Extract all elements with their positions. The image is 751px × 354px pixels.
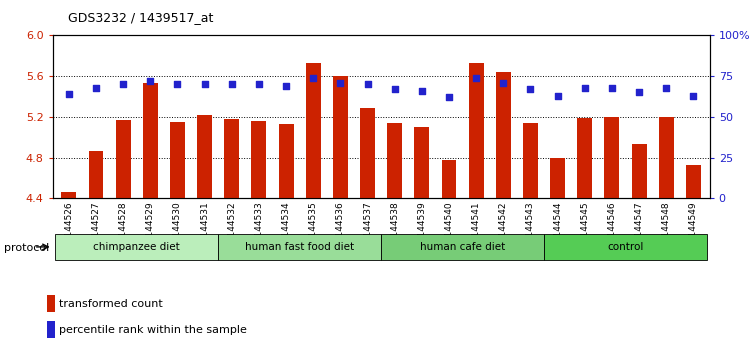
Bar	[62, 192, 77, 198]
Point	[226, 81, 238, 87]
Bar	[89, 152, 104, 198]
Point	[687, 93, 699, 98]
Point	[606, 85, 618, 90]
Point	[90, 85, 102, 90]
Bar	[496, 72, 511, 198]
Bar	[116, 120, 131, 198]
Point	[144, 78, 156, 84]
Point	[280, 83, 292, 89]
Bar	[388, 123, 403, 198]
Bar	[333, 76, 348, 198]
Text: human cafe diet: human cafe diet	[420, 242, 505, 252]
Point	[307, 75, 319, 81]
Bar	[360, 108, 375, 198]
Point	[443, 95, 455, 100]
Bar	[198, 115, 212, 198]
Bar	[225, 119, 240, 198]
Bar	[659, 117, 674, 198]
Bar	[442, 160, 457, 198]
Bar	[523, 123, 538, 198]
Point	[63, 91, 75, 97]
Point	[470, 75, 482, 81]
Point	[552, 93, 564, 98]
Bar	[170, 122, 185, 198]
Point	[416, 88, 428, 93]
FancyBboxPatch shape	[219, 234, 381, 260]
Point	[389, 86, 401, 92]
Bar	[415, 127, 430, 198]
Bar	[47, 295, 56, 312]
Bar	[47, 321, 56, 338]
Text: human fast food diet: human fast food diet	[245, 242, 354, 252]
Bar	[605, 117, 620, 198]
Bar	[306, 63, 321, 198]
Text: protocol: protocol	[4, 243, 49, 253]
Point	[334, 80, 346, 85]
Bar	[143, 83, 158, 198]
Bar	[252, 121, 267, 198]
Text: GDS3232 / 1439517_at: GDS3232 / 1439517_at	[68, 11, 213, 24]
Text: transformed count: transformed count	[59, 298, 163, 309]
FancyBboxPatch shape	[56, 234, 219, 260]
Point	[198, 81, 210, 87]
FancyBboxPatch shape	[381, 234, 544, 260]
Point	[361, 81, 373, 87]
Point	[171, 81, 183, 87]
Bar	[686, 165, 701, 198]
Point	[117, 81, 129, 87]
Point	[660, 85, 672, 90]
Bar	[550, 158, 565, 198]
Point	[253, 81, 265, 87]
Point	[497, 80, 509, 85]
Bar	[469, 63, 484, 198]
Text: control: control	[608, 242, 644, 252]
Bar	[279, 124, 294, 198]
Point	[579, 85, 591, 90]
Point	[633, 90, 645, 95]
Text: percentile rank within the sample: percentile rank within the sample	[59, 325, 247, 335]
Text: chimpanzee diet: chimpanzee diet	[93, 242, 180, 252]
Bar	[632, 144, 647, 198]
Bar	[578, 118, 593, 198]
FancyBboxPatch shape	[544, 234, 707, 260]
Point	[524, 86, 536, 92]
